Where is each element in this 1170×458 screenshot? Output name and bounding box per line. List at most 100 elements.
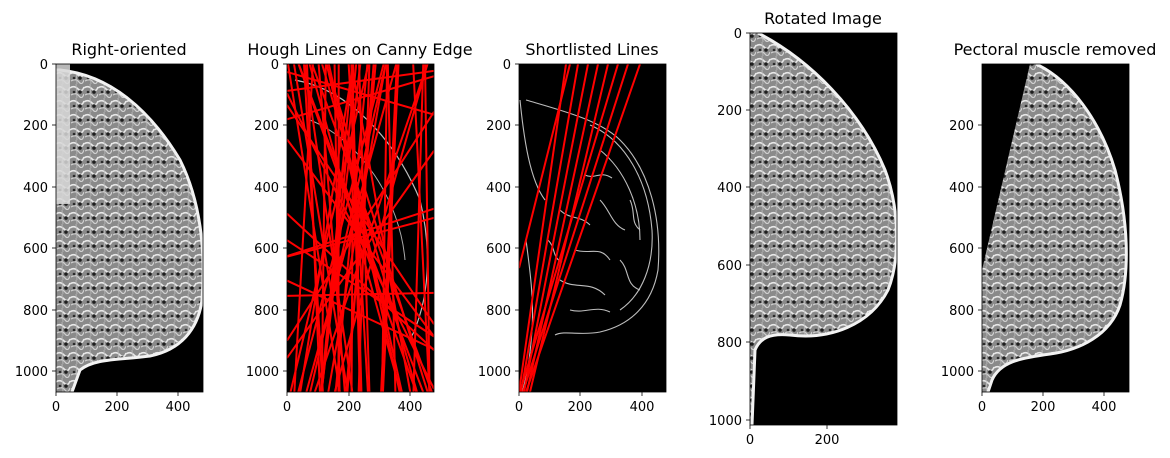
y-tick-label: 800 [717, 336, 742, 351]
hough-line [289, 64, 370, 392]
axis-ticks: 0 200 400 0 200 400 600 800 1000 0 200 400 0 200 400 60… [15, 27, 1117, 448]
panel-title: Pectoral muscle removed [954, 40, 1157, 59]
shortlisted-line [522, 64, 629, 392]
y-tick-label: 0 [271, 58, 279, 73]
y-tick-label: 400 [486, 181, 511, 196]
hough-line [287, 207, 434, 258]
shortlisted-line [525, 64, 641, 392]
axes-frame [286, 63, 435, 393]
y-tick-label: 600 [23, 242, 48, 257]
hough-line [412, 64, 425, 392]
canny-edge-image [287, 64, 434, 392]
panel-title: Rotated Image [764, 9, 882, 28]
hough-line [287, 138, 434, 338]
y-tick-label: 400 [23, 181, 48, 196]
y-tick-label: 800 [23, 304, 48, 319]
y-tick-label: 1000 [941, 365, 974, 380]
hough-line [287, 71, 434, 116]
y-tick-label: 800 [949, 304, 974, 319]
x-tick-label: 200 [815, 433, 840, 448]
canny-edge-image [519, 64, 666, 392]
x-tick-label: 400 [166, 400, 191, 415]
axes-frame [749, 32, 898, 426]
hough-line [287, 75, 434, 121]
axes-frame [981, 63, 1130, 393]
hough-line [299, 64, 355, 392]
panel-right-oriented: Right-oriented [55, 40, 204, 393]
y-tick-label: 600 [717, 259, 742, 274]
y-tick-label: 400 [949, 181, 974, 196]
y-tick-label: 400 [717, 181, 742, 196]
panel-hough-lines: Hough Lines on Canny Edge [247, 40, 473, 393]
hough-line [327, 64, 403, 392]
x-tick-label: 0 [746, 433, 754, 448]
hough-line [350, 64, 412, 392]
hough-line [287, 212, 434, 351]
shortlisted-line [526, 64, 599, 392]
x-tick-label: 0 [283, 400, 291, 415]
hough-lines [287, 64, 434, 392]
y-tick-label: 1000 [478, 365, 511, 380]
hough-line [380, 64, 398, 392]
shortlisted-line [519, 64, 567, 392]
panel-pectoral-removed: Pectoral muscle removed [954, 40, 1157, 393]
x-tick-label: 400 [1092, 400, 1117, 415]
hough-line [424, 64, 431, 392]
y-tick-label: 600 [486, 242, 511, 257]
panel-shortlisted-lines: Shortlisted Lines [518, 40, 667, 393]
x-tick-label: 200 [1031, 400, 1056, 415]
mammogram-image [982, 64, 1129, 392]
y-tick-label: 0 [40, 58, 48, 73]
hough-line [287, 291, 434, 297]
panel-title: Right-oriented [71, 40, 186, 59]
mammogram-image [750, 33, 897, 425]
y-tick-label: 200 [23, 119, 48, 134]
x-tick-label: 400 [630, 400, 655, 415]
panel-title: Shortlisted Lines [525, 40, 658, 59]
y-tick-label: 200 [254, 119, 279, 134]
y-tick-label: 200 [717, 104, 742, 119]
axes-frame [55, 63, 204, 393]
y-tick-label: 800 [486, 304, 511, 319]
x-tick-label: 400 [398, 400, 423, 415]
x-tick-label: 200 [337, 400, 362, 415]
axes-frame [518, 63, 667, 393]
x-tick-label: 0 [515, 400, 523, 415]
hough-line [320, 64, 358, 392]
hough-line [287, 111, 434, 342]
hough-line [287, 69, 434, 92]
hough-line [386, 64, 397, 392]
x-tick-label: 200 [105, 400, 130, 415]
y-tick-label: 0 [734, 27, 742, 42]
y-tick-label: 200 [486, 119, 511, 134]
y-tick-label: 1000 [15, 365, 48, 380]
panel-title: Hough Lines on Canny Edge [247, 40, 472, 59]
shortlisted-line [519, 64, 619, 392]
hough-line [412, 64, 431, 392]
y-tick-label: 600 [949, 242, 974, 257]
mammogram-image [56, 64, 203, 392]
x-tick-label: 0 [978, 400, 986, 415]
y-tick-label: 1000 [246, 365, 279, 380]
x-tick-label: 200 [568, 400, 593, 415]
y-tick-label: 200 [949, 119, 974, 134]
hough-line [305, 64, 398, 392]
hough-line [287, 239, 434, 338]
y-tick-label: 800 [254, 304, 279, 319]
hough-line [320, 64, 327, 392]
panel-rotated-image: Rotated Image [749, 9, 898, 426]
hough-line [287, 104, 434, 325]
y-tick-label: 1000 [709, 414, 742, 429]
hough-line [287, 150, 434, 359]
hough-line [287, 279, 434, 351]
y-tick-label: 0 [503, 58, 511, 73]
x-tick-label: 0 [52, 400, 60, 415]
shortlisted-lines [519, 64, 641, 392]
y-tick-label: 600 [254, 242, 279, 257]
hough-line [325, 64, 401, 392]
shortlisted-line [519, 64, 571, 269]
shortlisted-line [520, 64, 579, 392]
shortlisted-line [523, 64, 589, 392]
y-tick-label: 400 [254, 181, 279, 196]
